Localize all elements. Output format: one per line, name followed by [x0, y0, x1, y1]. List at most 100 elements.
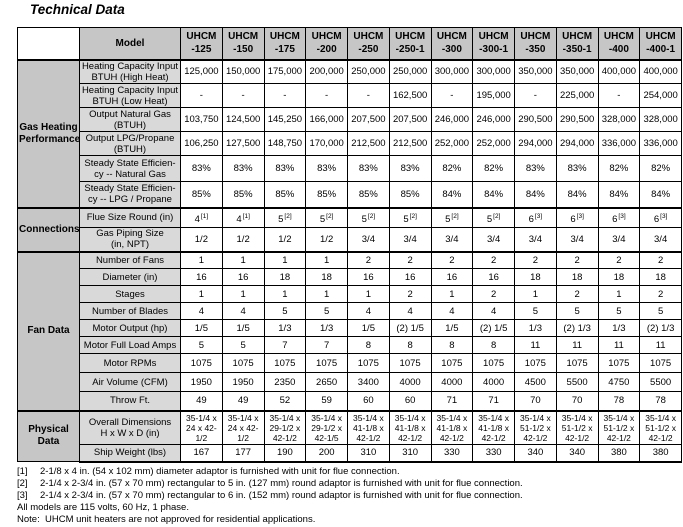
value-cell: 8 [388, 336, 432, 354]
row-label-cell: Air Volume (CFM) [79, 372, 181, 392]
value-cell: 1075 [180, 353, 223, 373]
value-cell: 84% [639, 181, 682, 208]
value-cell: 85% [388, 181, 432, 208]
value-cell: 1/5 [430, 319, 474, 337]
value-cell: 4 [430, 302, 474, 320]
model-suffix: -350 [525, 44, 546, 56]
value-cell: 1/5 [180, 319, 223, 337]
value-cell: 328,000 [597, 107, 641, 132]
row-label-cell: Output LPG/Propane (BTUH) [79, 131, 181, 156]
value-cell: 1/5 [347, 319, 390, 337]
footnote-ref: [1] [242, 212, 250, 220]
value-cell: 2350 [263, 372, 307, 392]
value-cell: 6[3] [597, 206, 641, 228]
row-label-cell: Heating Capacity Input BTUH (Low Heat) [79, 83, 181, 108]
value-cell: 300,000 [430, 58, 474, 84]
model-suffix: -350-1 [562, 44, 592, 56]
value-cell: 400,000 [597, 58, 641, 84]
value-cell: 2 [388, 285, 432, 303]
flue-size-value: 4 [236, 213, 242, 225]
value-cell: 5[2] [305, 206, 348, 228]
value-cell: 148,750 [263, 131, 307, 156]
value-cell: 400,000 [639, 58, 682, 84]
value-cell: 254,000 [639, 83, 682, 108]
value-cell: 35-1/4 x 51-1/2 x 42-1/2 [597, 409, 641, 445]
value-cell: 2 [639, 285, 682, 303]
value-cell: 5[2] [472, 206, 515, 228]
row-label-cell: Throw Ft. [79, 391, 181, 411]
value-cell: 200,000 [305, 58, 348, 84]
value-cell: 82% [597, 155, 641, 182]
table-row: Number of Blades 4 4 5 5 4 4 4 4 5 5 5 5 [18, 302, 682, 320]
value-cell: 250,000 [388, 58, 432, 84]
value-cell: 250,000 [347, 58, 390, 84]
table-row: Ship Weight (lbs) 167 177 190 200 310 310 330 33… [18, 444, 682, 463]
value-cell: 84% [514, 181, 557, 208]
value-cell: - [514, 83, 557, 108]
row-label-cell: Motor RPMs [79, 353, 181, 373]
value-cell: 2 [639, 250, 682, 269]
model-brand: UHCM [645, 31, 676, 43]
value-cell: 16 [472, 268, 515, 286]
value-cell: 59 [305, 391, 348, 411]
footnote-ref: [2] [409, 212, 417, 220]
row-label-cell: Flue Size Round (in) [79, 206, 181, 228]
row-label-cell: Number of Blades [79, 302, 181, 320]
value-cell: 340 [555, 444, 599, 463]
footnote-marker: [2] [17, 478, 28, 489]
value-cell: 225,000 [555, 83, 599, 108]
note-line: All models are 115 volts, 60 Hz, 1 phase… [17, 502, 189, 513]
model-brand: UHCM [186, 31, 217, 43]
value-cell: 78 [639, 391, 682, 411]
value-cell: 5500 [555, 372, 599, 392]
value-cell: 5 [639, 302, 682, 320]
model-suffix: -400-1 [646, 44, 676, 56]
flue-size-value: 6 [528, 213, 534, 225]
value-cell: 5 [221, 336, 265, 354]
flue-size-value: 6 [612, 213, 618, 225]
flue-size-value: 5 [445, 213, 451, 225]
value-cell: 83% [347, 155, 390, 182]
value-cell: 310 [388, 444, 432, 463]
model-brand: UHCM [478, 31, 509, 43]
value-cell: (2) 1/3 [555, 319, 599, 337]
row-label-cell: Diameter (in) [79, 268, 181, 286]
value-cell: 4000 [430, 372, 474, 392]
model-brand: UHCM [603, 31, 634, 43]
row-label-cell: Ship Weight (lbs) [79, 444, 181, 463]
value-cell: - [221, 83, 265, 108]
value-cell: 1/5 [221, 319, 265, 337]
value-cell: 1075 [472, 353, 515, 373]
value-cell: - [180, 83, 223, 108]
value-cell: 1075 [597, 353, 641, 373]
value-cell: 35-1/4 x 41-1/8 x 42-1/2 [472, 409, 515, 445]
value-cell: 2 [430, 250, 474, 269]
value-cell: 4 [472, 302, 515, 320]
value-cell: 246,000 [430, 107, 474, 132]
value-cell: 4000 [388, 372, 432, 392]
footnote-line: [1] 2-1/8 x 4 in. (54 x 102 mm) diameter… [17, 466, 672, 478]
table-row: Air Volume (CFM) 1950 1950 2350 2650 3400 4000… [18, 372, 682, 392]
footnote-text: 2-1/8 x 4 in. (54 x 102 mm) diameter ada… [40, 466, 400, 477]
model-column-header: UHCM -400-1 [639, 27, 682, 60]
model-brand: UHCM [228, 31, 259, 43]
category-cell: Connections [17, 206, 80, 252]
model-column-header: UHCM -300 [430, 27, 474, 60]
model-column-header: UHCM -350 [514, 27, 557, 60]
value-cell: 5[2] [388, 206, 432, 228]
value-cell: 4[1] [180, 206, 223, 228]
value-cell: 5 [555, 302, 599, 320]
value-cell: 71 [430, 391, 474, 411]
value-cell: 82% [472, 155, 515, 182]
table-row: Throw Ft. 49 49 52 59 60 60 71 71 70 70 78 78 [18, 391, 682, 411]
value-cell: 2 [514, 250, 557, 269]
value-cell: 1/3 [514, 319, 557, 337]
value-cell: 1 [221, 285, 265, 303]
table-row: Motor Full Load Amps 5 5 7 7 8 8 8 8 11 11 11 11 [18, 336, 682, 354]
value-cell: 16 [388, 268, 432, 286]
value-cell: 5[2] [347, 206, 390, 228]
value-cell: 125,000 [180, 58, 223, 84]
value-cell: 18 [597, 268, 641, 286]
value-cell: 84% [472, 181, 515, 208]
